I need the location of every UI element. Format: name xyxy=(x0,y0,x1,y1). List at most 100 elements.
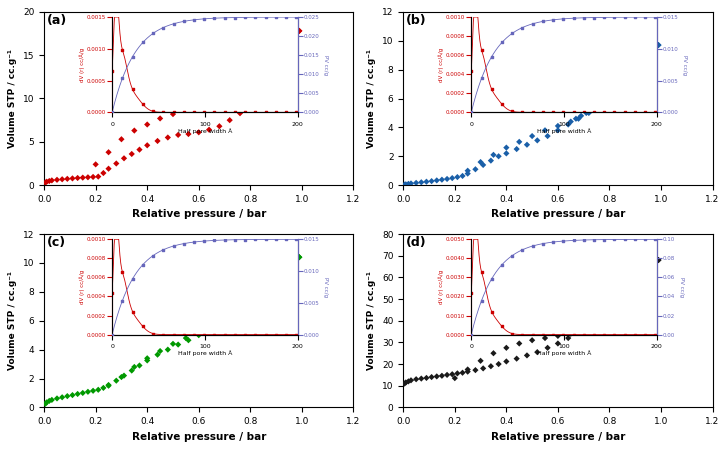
Point xyxy=(116,135,127,143)
Point xyxy=(475,297,487,304)
Y-axis label: Volume STP / cc.g⁻¹: Volume STP / cc.g⁻¹ xyxy=(8,49,17,148)
Point xyxy=(242,307,253,314)
Point xyxy=(260,14,272,21)
Point xyxy=(609,236,620,243)
Point xyxy=(486,53,497,60)
Point xyxy=(213,321,225,328)
Point xyxy=(154,115,166,122)
Point xyxy=(39,400,51,407)
Point xyxy=(46,396,58,404)
Point xyxy=(588,14,600,21)
Point xyxy=(580,327,592,334)
X-axis label: Relative pressure / bar: Relative pressure / bar xyxy=(491,209,625,220)
Point xyxy=(624,289,636,296)
Point xyxy=(596,324,608,331)
Point xyxy=(87,173,99,180)
Point xyxy=(627,310,638,318)
Point xyxy=(629,236,641,243)
Point xyxy=(421,374,432,382)
Point xyxy=(593,315,605,322)
Point xyxy=(624,92,636,99)
Point xyxy=(98,384,109,392)
Point xyxy=(103,382,114,389)
Point xyxy=(162,134,174,141)
Point xyxy=(82,388,94,396)
X-axis label: Relative pressure / bar: Relative pressure / bar xyxy=(132,432,266,441)
Point xyxy=(612,94,623,101)
Point xyxy=(203,327,215,334)
Point xyxy=(162,346,174,353)
Point xyxy=(141,357,153,364)
Point xyxy=(173,341,184,348)
Point xyxy=(270,14,282,21)
Point xyxy=(619,236,630,243)
Point xyxy=(193,129,205,136)
Point xyxy=(118,372,130,379)
Point xyxy=(488,350,499,357)
Point xyxy=(51,176,63,184)
Point xyxy=(598,14,610,21)
Point xyxy=(456,369,468,376)
Point xyxy=(627,85,638,92)
Point xyxy=(229,236,241,243)
Point xyxy=(198,15,210,22)
Point xyxy=(234,308,246,315)
Point xyxy=(411,376,422,383)
Point xyxy=(157,246,169,253)
Point xyxy=(278,291,290,298)
Point xyxy=(77,389,89,396)
Point xyxy=(652,41,664,49)
Point xyxy=(612,318,623,325)
Point xyxy=(421,178,432,185)
Point xyxy=(619,14,630,21)
Point xyxy=(92,386,104,393)
Point xyxy=(90,161,101,168)
Point xyxy=(211,321,223,328)
Point xyxy=(552,127,563,134)
Point xyxy=(617,316,628,323)
Point xyxy=(103,165,114,172)
Point xyxy=(465,109,477,116)
Point xyxy=(206,99,218,107)
Point xyxy=(151,351,163,358)
Point xyxy=(127,275,138,282)
Point xyxy=(565,330,577,338)
Point xyxy=(237,310,248,317)
Point xyxy=(588,236,600,243)
Point xyxy=(635,278,646,285)
Point xyxy=(537,18,549,25)
Point xyxy=(649,14,661,21)
Point xyxy=(639,236,651,243)
Point xyxy=(216,95,228,102)
Point xyxy=(475,357,486,364)
Point xyxy=(250,14,261,21)
Point xyxy=(293,27,305,35)
Point xyxy=(198,238,210,245)
Point xyxy=(485,363,496,370)
Point xyxy=(531,349,543,356)
Point xyxy=(598,236,610,243)
Point xyxy=(280,236,292,243)
Point xyxy=(446,371,458,378)
Point xyxy=(167,243,179,250)
Point xyxy=(98,170,109,177)
Point xyxy=(283,288,295,296)
Point xyxy=(219,14,231,22)
Point xyxy=(116,374,127,381)
Point xyxy=(41,399,52,406)
Point xyxy=(67,175,79,182)
Point xyxy=(134,146,146,153)
Point xyxy=(141,142,153,149)
Point xyxy=(67,392,79,399)
Point xyxy=(649,236,661,243)
Point xyxy=(147,30,159,37)
Point xyxy=(127,53,138,60)
Point xyxy=(126,150,138,158)
Point xyxy=(637,302,649,309)
Point xyxy=(265,287,277,294)
Point xyxy=(629,14,641,21)
Point xyxy=(493,360,505,368)
Point xyxy=(211,97,223,104)
Point xyxy=(154,347,166,355)
Point xyxy=(405,180,417,187)
